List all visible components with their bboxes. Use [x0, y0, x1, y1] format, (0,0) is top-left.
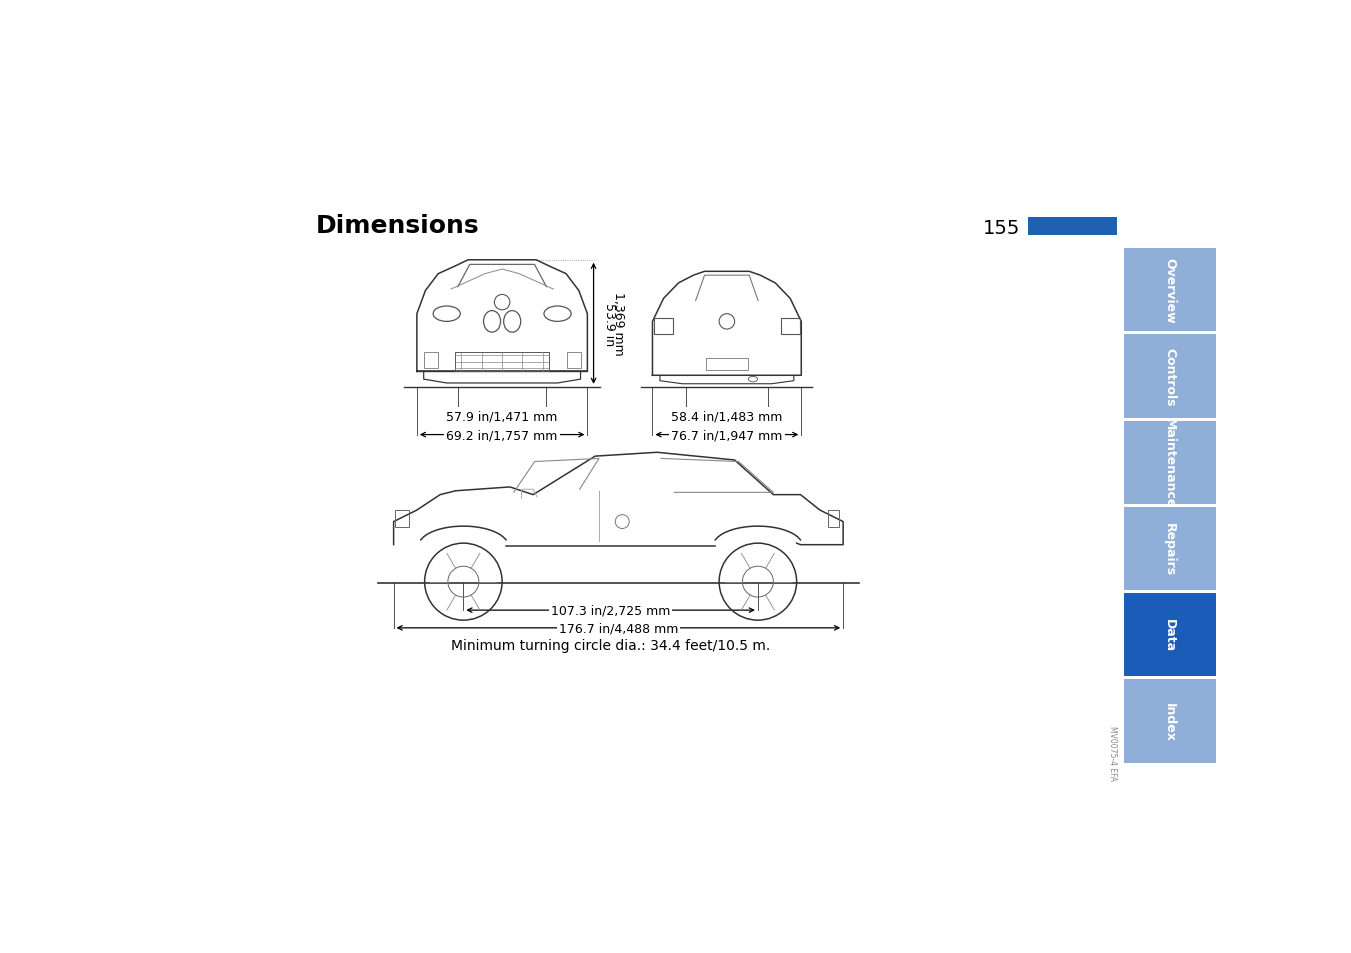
Text: Controls: Controls	[1163, 348, 1177, 406]
Text: 1,369 mm: 1,369 mm	[612, 293, 626, 355]
Text: 176.7 in/4,488 mm: 176.7 in/4,488 mm	[559, 621, 678, 635]
Bar	[828, 511, 839, 527]
Bar	[455, 353, 549, 372]
Text: 69.2 in/1,757 mm: 69.2 in/1,757 mm	[446, 429, 558, 441]
Bar	[1124, 335, 1216, 418]
Text: MV0075-4 EFA: MV0075-4 EFA	[1108, 725, 1117, 781]
Bar	[1124, 679, 1216, 762]
Text: Index: Index	[1163, 701, 1177, 740]
Bar	[1124, 594, 1216, 677]
Text: 53.9 in: 53.9 in	[603, 302, 616, 346]
Text: Dimensions: Dimensions	[316, 213, 480, 238]
Text: Maintenance: Maintenance	[1163, 417, 1177, 508]
Bar	[707, 358, 747, 371]
Bar	[1124, 249, 1216, 332]
Bar	[654, 318, 673, 335]
Text: 57.9 in/1,471 mm: 57.9 in/1,471 mm	[446, 410, 558, 423]
Bar	[781, 318, 800, 335]
Bar	[1124, 421, 1216, 504]
Text: Overview: Overview	[1163, 257, 1177, 323]
Text: Data: Data	[1163, 618, 1177, 652]
Text: 58.4 in/1,483 mm: 58.4 in/1,483 mm	[671, 410, 782, 423]
Text: 76.7 in/1,947 mm: 76.7 in/1,947 mm	[671, 429, 782, 441]
Text: Repairs: Repairs	[1163, 522, 1177, 576]
Text: 107.3 in/2,725 mm: 107.3 in/2,725 mm	[551, 604, 670, 617]
Bar	[566, 353, 581, 368]
Bar	[424, 353, 438, 368]
Text: 155: 155	[982, 218, 1020, 237]
Bar	[1028, 217, 1117, 236]
Bar	[396, 511, 409, 527]
Bar	[1124, 507, 1216, 591]
Text: Minimum turning circle dia.: 34.4 feet/10.5 m.: Minimum turning circle dia.: 34.4 feet/1…	[451, 639, 770, 652]
